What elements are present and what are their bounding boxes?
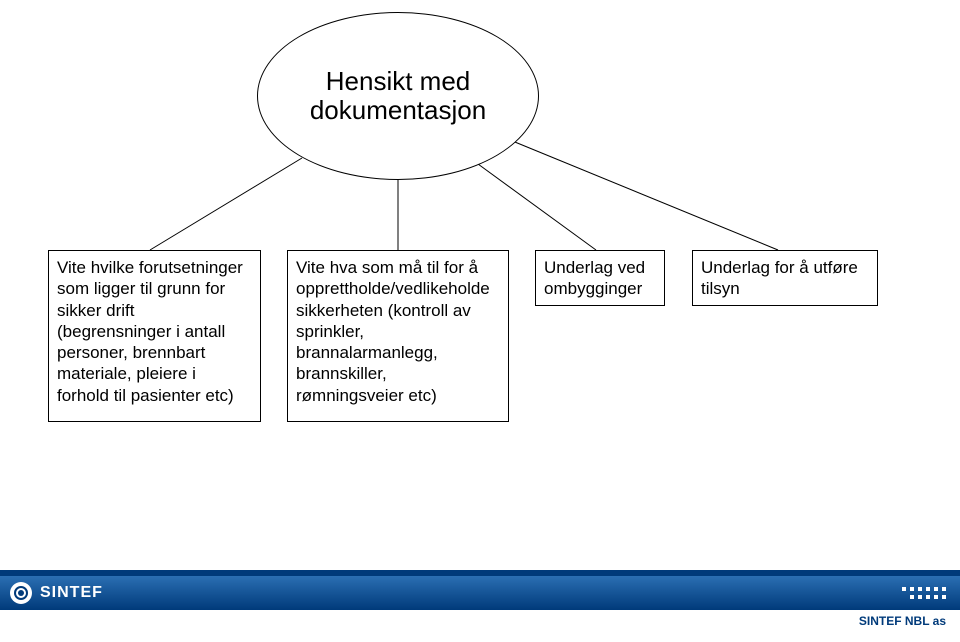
box-tilsyn: Underlag for å utføre tilsyn bbox=[692, 250, 878, 306]
diagram-canvas: Hensikt med dokumentasjon Vite hvilke fo… bbox=[0, 0, 960, 642]
box-ombygginger-label: Underlag ved ombygginger bbox=[544, 257, 656, 300]
box-vedlikehold: Vite hva som må til for å opprettholde/v… bbox=[287, 250, 509, 422]
footer-dots-icon bbox=[902, 587, 946, 599]
box-ombygginger: Underlag ved ombygginger bbox=[535, 250, 665, 306]
box-forutsetninger: Vite hvilke forutsetninger som ligger ti… bbox=[48, 250, 261, 422]
footer-main: SINTEF bbox=[0, 576, 960, 610]
footer-bar: SINTEF SINTEF NBL as bbox=[0, 570, 960, 610]
footer-sub-label: SINTEF NBL as bbox=[859, 614, 946, 628]
box-forutsetninger-label: Vite hvilke forutsetninger som ligger ti… bbox=[57, 257, 252, 406]
box-vedlikehold-label: Vite hva som må til for å opprettholde/v… bbox=[296, 257, 500, 406]
footer-brand-text: SINTEF bbox=[40, 584, 103, 602]
sintef-mark-icon bbox=[10, 582, 32, 604]
hub-node: Hensikt med dokumentasjon bbox=[257, 12, 539, 180]
hub-label: Hensikt med dokumentasjon bbox=[310, 67, 486, 124]
footer-logo: SINTEF bbox=[10, 582, 103, 604]
box-tilsyn-label: Underlag for å utføre tilsyn bbox=[701, 257, 869, 300]
